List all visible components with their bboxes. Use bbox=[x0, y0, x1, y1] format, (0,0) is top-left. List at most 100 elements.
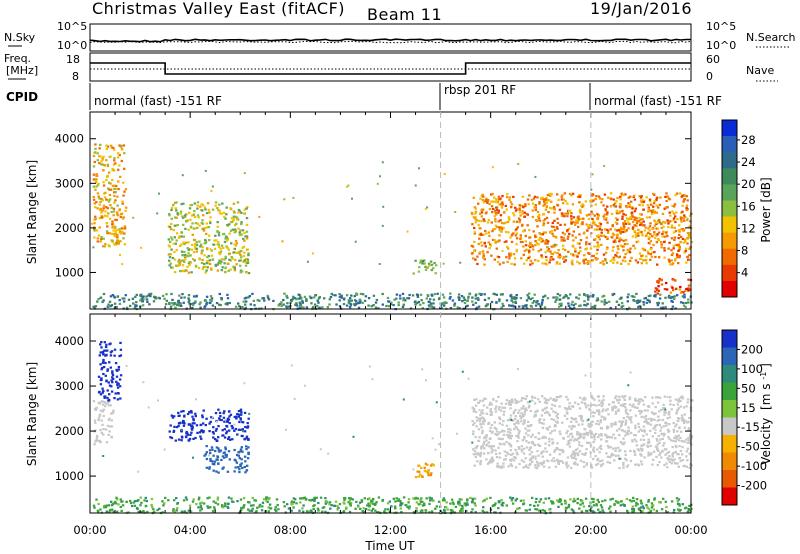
power-cell bbox=[582, 232, 586, 235]
velocity-cell bbox=[587, 404, 590, 407]
power-cell bbox=[641, 234, 644, 237]
velocity-cell bbox=[205, 466, 208, 469]
power-cell bbox=[548, 199, 551, 202]
velocity-cell bbox=[623, 395, 627, 398]
velocity-cell bbox=[243, 437, 246, 440]
velocity-cell bbox=[624, 421, 628, 424]
velocity-cell bbox=[580, 435, 583, 438]
power-cell bbox=[395, 297, 398, 300]
velocity-cell bbox=[565, 463, 568, 466]
velocity-cell bbox=[227, 502, 230, 505]
velocity-cell bbox=[631, 507, 634, 510]
power-cell bbox=[570, 212, 573, 215]
velocity-cell bbox=[619, 500, 623, 503]
velocity-cell bbox=[544, 412, 547, 415]
power-cell bbox=[619, 231, 623, 234]
power-cell bbox=[517, 217, 521, 220]
power-cell bbox=[246, 206, 249, 209]
power-cell bbox=[238, 252, 241, 255]
velocity-cell bbox=[396, 499, 400, 502]
velocity-cell bbox=[531, 433, 534, 436]
power-cell bbox=[165, 299, 168, 302]
power-cell bbox=[496, 255, 499, 258]
power-cell bbox=[175, 264, 178, 267]
power-cell bbox=[615, 200, 618, 203]
power-cell bbox=[495, 301, 498, 304]
velocity-cell bbox=[117, 368, 120, 371]
power-cell bbox=[219, 262, 222, 265]
velocity-cell bbox=[540, 452, 543, 455]
velocity-cell bbox=[311, 498, 314, 501]
velocity-cell bbox=[479, 417, 483, 420]
power-cell bbox=[92, 305, 95, 308]
power-speckle bbox=[491, 166, 494, 169]
power-cell bbox=[519, 234, 522, 237]
power-cell bbox=[102, 181, 105, 184]
power-cell bbox=[134, 305, 137, 308]
velocity-cell bbox=[461, 509, 465, 512]
velocity-cell bbox=[681, 440, 685, 443]
power-cell bbox=[402, 299, 405, 302]
power-cell bbox=[629, 216, 632, 219]
velocity-cell bbox=[266, 500, 269, 504]
power-cell bbox=[542, 231, 545, 234]
power-cell bbox=[602, 294, 606, 297]
power-cell bbox=[666, 235, 669, 238]
power-cell bbox=[601, 234, 605, 237]
velocity-speckle bbox=[676, 417, 679, 419]
velocity-cell bbox=[571, 436, 574, 439]
velocity-cell bbox=[118, 378, 122, 381]
power-cell bbox=[585, 294, 588, 297]
power-cell bbox=[240, 222, 243, 226]
power-cell bbox=[285, 305, 288, 308]
velocity-cell bbox=[414, 476, 418, 479]
velocity-cell bbox=[519, 499, 523, 502]
power-cell bbox=[488, 208, 492, 211]
power-cell bbox=[649, 294, 652, 297]
velocity-speckle bbox=[669, 416, 672, 419]
velocity-cell bbox=[200, 501, 203, 504]
velocity-cell bbox=[633, 433, 636, 437]
power-cell bbox=[235, 242, 238, 245]
power-cell bbox=[493, 228, 497, 231]
velocity-cell bbox=[130, 501, 133, 505]
power-cell bbox=[121, 202, 124, 205]
velocity-cell bbox=[198, 496, 201, 499]
velocity-cell bbox=[250, 504, 253, 507]
power-cell bbox=[108, 193, 112, 197]
velocity-cell bbox=[654, 406, 657, 409]
velocity-cell bbox=[535, 508, 539, 511]
velocity-cell bbox=[498, 406, 501, 409]
velocity-cell bbox=[172, 508, 175, 511]
power-cell bbox=[606, 231, 610, 234]
velocity-cell bbox=[606, 444, 610, 447]
power-cell bbox=[178, 304, 181, 307]
velocity-cell bbox=[590, 424, 593, 427]
velocity-cell bbox=[105, 343, 108, 346]
velocity-cell bbox=[102, 372, 105, 376]
velocity-cell bbox=[622, 437, 625, 440]
power-cell bbox=[201, 219, 204, 222]
velocity-cell bbox=[675, 446, 678, 449]
velocity-cell bbox=[676, 462, 679, 465]
velocity-cell bbox=[635, 501, 638, 504]
velocity-cell bbox=[116, 386, 120, 389]
velocity-cell bbox=[313, 504, 316, 507]
velocity-cell bbox=[504, 458, 507, 461]
power-cell bbox=[620, 302, 624, 305]
velocity-cell bbox=[360, 499, 363, 502]
power-cell bbox=[509, 254, 513, 257]
power-cell bbox=[587, 296, 590, 299]
velocity-cell bbox=[636, 399, 639, 402]
velocity-cell bbox=[116, 398, 120, 401]
power-speckle bbox=[211, 185, 214, 188]
velocity-cell bbox=[683, 420, 686, 423]
velocity-cell bbox=[298, 509, 301, 512]
power-cell bbox=[240, 211, 243, 214]
velocity-cell bbox=[537, 454, 540, 457]
power-cell bbox=[602, 204, 605, 207]
velocity-cell bbox=[177, 424, 180, 428]
velocity-cell bbox=[558, 453, 561, 456]
velocity-cell bbox=[502, 420, 505, 423]
velocity-cell bbox=[674, 435, 678, 438]
